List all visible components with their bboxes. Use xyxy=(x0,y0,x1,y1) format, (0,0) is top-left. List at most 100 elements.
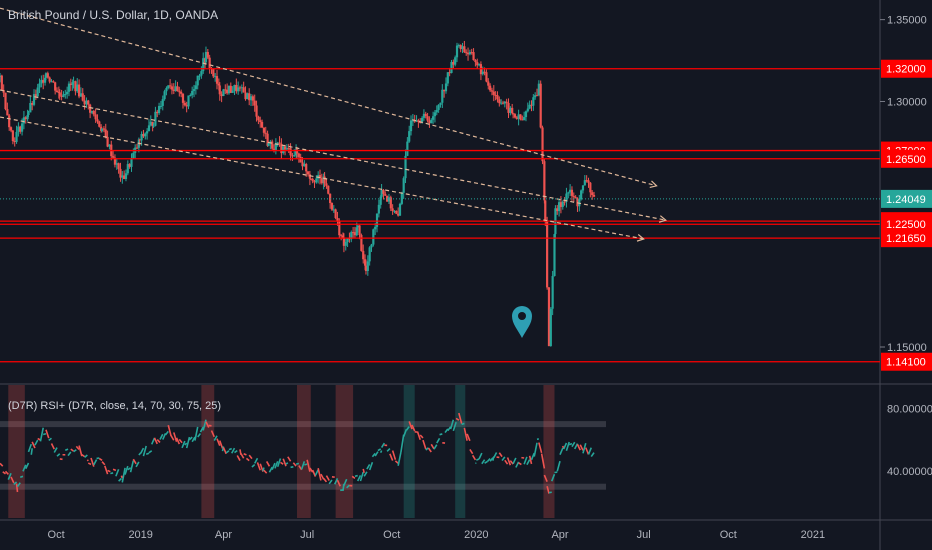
candle-body-79 xyxy=(138,139,141,141)
candle-body-118 xyxy=(208,57,211,68)
candle-body-7 xyxy=(11,130,14,142)
candle-body-265 xyxy=(470,52,473,54)
candle-body-23 xyxy=(40,79,43,84)
candle-body-56 xyxy=(98,121,101,127)
rsi-segment-87 xyxy=(225,450,230,454)
candle-body-134 xyxy=(237,87,240,92)
rsi-zone-6 xyxy=(543,385,555,518)
candle-body-323 xyxy=(574,196,577,199)
candle-body-171 xyxy=(303,164,306,167)
candle-body-90 xyxy=(157,105,161,114)
candle-body-180 xyxy=(318,175,322,179)
candle-body-216 xyxy=(380,189,383,197)
candle-body-255 xyxy=(452,61,455,65)
rsi-segment-64 xyxy=(164,430,169,436)
candle-body-257 xyxy=(455,45,459,58)
rsi-segment-5 xyxy=(10,476,15,484)
rsi-segment-32 xyxy=(81,454,86,458)
candle-body-20 xyxy=(34,94,37,97)
candle-body-205 xyxy=(362,250,365,260)
y-tick-label-1: 1.30000 xyxy=(887,96,927,108)
candle-body-225 xyxy=(397,213,400,216)
candle-body-112 xyxy=(198,75,201,77)
rsi-segment-55 xyxy=(139,447,145,454)
candle-body-196 xyxy=(346,237,349,242)
rsi-segment-52 xyxy=(132,458,137,465)
rsi-segment-129 xyxy=(336,479,341,487)
candle-body-288 xyxy=(512,113,515,115)
candle-body-215 xyxy=(379,196,382,205)
candle-body-120 xyxy=(212,68,215,77)
rsi-segment-34 xyxy=(86,459,89,462)
candle-body-328 xyxy=(583,180,586,186)
candle-body-250 xyxy=(443,89,446,92)
x-tick-label-3: Jul xyxy=(300,529,314,541)
candle-body-86 xyxy=(151,121,154,127)
rsi-segment-149 xyxy=(386,447,391,452)
candle-body-280 xyxy=(498,99,501,104)
rsi-segment-120 xyxy=(311,469,317,477)
candle-body-49 xyxy=(85,100,88,105)
candle-body-212 xyxy=(374,226,377,230)
rsi-segment-75 xyxy=(194,426,199,441)
x-tick-label-5: 2020 xyxy=(464,529,488,541)
rsi-segment-183 xyxy=(478,452,483,460)
rsi-segment-11 xyxy=(25,462,30,470)
rsi-segment-166 xyxy=(433,444,438,450)
rsi-segment-40 xyxy=(101,461,106,466)
rsi-segment-76 xyxy=(197,433,202,438)
candle-body-160 xyxy=(283,146,287,150)
candle-body-48 xyxy=(83,100,86,105)
candle-body-266 xyxy=(472,52,475,61)
rsi-segment-103 xyxy=(265,461,271,467)
candle-body-287 xyxy=(511,107,514,114)
candle-body-0 xyxy=(0,75,2,77)
candle-body-85 xyxy=(149,121,152,126)
candle-body-126 xyxy=(222,89,225,97)
rsi-segment-163 xyxy=(425,447,430,451)
candle-body-272 xyxy=(483,71,486,73)
level-tag-bg-4 xyxy=(881,215,932,234)
candle-body-253 xyxy=(448,72,451,74)
rsi-segment-42 xyxy=(107,469,111,473)
rsi-segment-189 xyxy=(493,452,498,459)
candle-body-163 xyxy=(289,148,292,156)
rsi-segment-21 xyxy=(50,443,55,450)
candle-body-189 xyxy=(334,209,337,219)
candle-body-22 xyxy=(38,83,41,88)
trend-arrow-1 xyxy=(658,215,667,223)
rsi-segment-58 xyxy=(148,450,153,454)
candle-body-276 xyxy=(490,90,494,92)
candle-body-292 xyxy=(519,114,522,120)
candle-body-279 xyxy=(496,95,499,100)
rsi-segment-184 xyxy=(481,459,486,465)
candle-body-209 xyxy=(368,247,371,262)
candle-body-275 xyxy=(489,85,492,91)
rsi-segment-125 xyxy=(325,475,330,481)
candle-body-100 xyxy=(176,86,179,92)
candle-body-155 xyxy=(274,143,277,151)
candle-body-51 xyxy=(89,104,92,113)
rsi-segment-211 xyxy=(550,473,556,482)
candle-body-202 xyxy=(356,225,359,228)
rsi-segment-213 xyxy=(556,460,561,472)
rsi-segment-23 xyxy=(56,453,61,457)
candle-body-304 xyxy=(541,127,544,162)
rsi-segment-47 xyxy=(120,475,124,479)
candle-body-27 xyxy=(46,73,49,78)
rsi-segment-18 xyxy=(43,432,47,436)
candle-body-19 xyxy=(32,94,36,105)
candle-body-42 xyxy=(72,81,75,83)
rsi-segment-123 xyxy=(320,473,325,480)
candle-body-296 xyxy=(526,108,529,112)
chart-title: British Pound / U.S. Dollar, 1D, OANDA xyxy=(8,8,219,22)
candle-body-231 xyxy=(408,131,411,142)
candle-body-106 xyxy=(187,95,190,107)
candle-body-281 xyxy=(500,102,503,104)
candle-body-101 xyxy=(178,91,181,93)
rsi-segment-207 xyxy=(540,453,546,469)
rsi-segment-89 xyxy=(231,447,236,454)
rsi-zone-0 xyxy=(8,385,25,518)
candle-body-214 xyxy=(377,204,380,214)
candle-body-285 xyxy=(507,102,510,113)
